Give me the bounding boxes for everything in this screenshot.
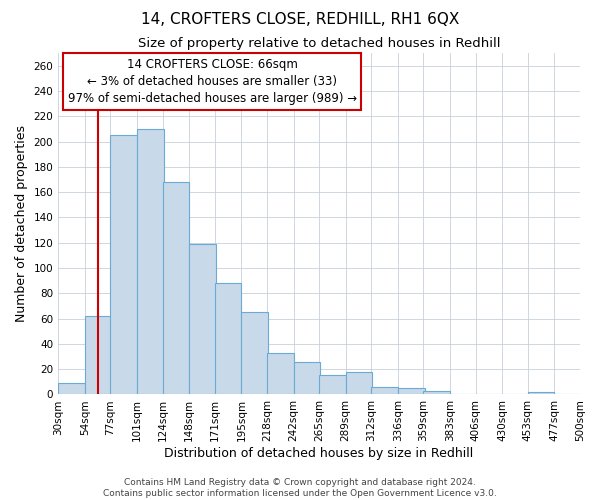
Bar bbox=[189, 244, 216, 394]
Title: Size of property relative to detached houses in Redhill: Size of property relative to detached ho… bbox=[138, 38, 500, 51]
Y-axis label: Number of detached properties: Number of detached properties bbox=[15, 126, 28, 322]
Bar bbox=[215, 283, 241, 395]
Bar bbox=[267, 352, 293, 395]
Bar bbox=[110, 135, 137, 394]
Bar bbox=[163, 182, 189, 394]
Bar bbox=[528, 392, 554, 394]
Text: 14 CROFTERS CLOSE: 66sqm
← 3% of detached houses are smaller (33)
97% of semi-de: 14 CROFTERS CLOSE: 66sqm ← 3% of detache… bbox=[68, 58, 356, 105]
X-axis label: Distribution of detached houses by size in Redhill: Distribution of detached houses by size … bbox=[164, 447, 474, 460]
Bar bbox=[398, 388, 425, 394]
Bar bbox=[424, 390, 450, 394]
Text: Contains HM Land Registry data © Crown copyright and database right 2024.
Contai: Contains HM Land Registry data © Crown c… bbox=[103, 478, 497, 498]
Bar bbox=[319, 376, 346, 394]
Bar bbox=[371, 387, 398, 394]
Bar bbox=[137, 129, 164, 394]
Bar bbox=[346, 372, 373, 394]
Bar bbox=[58, 383, 85, 394]
Bar bbox=[293, 362, 320, 394]
Bar bbox=[85, 316, 112, 394]
Text: 14, CROFTERS CLOSE, REDHILL, RH1 6QX: 14, CROFTERS CLOSE, REDHILL, RH1 6QX bbox=[141, 12, 459, 28]
Bar bbox=[241, 312, 268, 394]
